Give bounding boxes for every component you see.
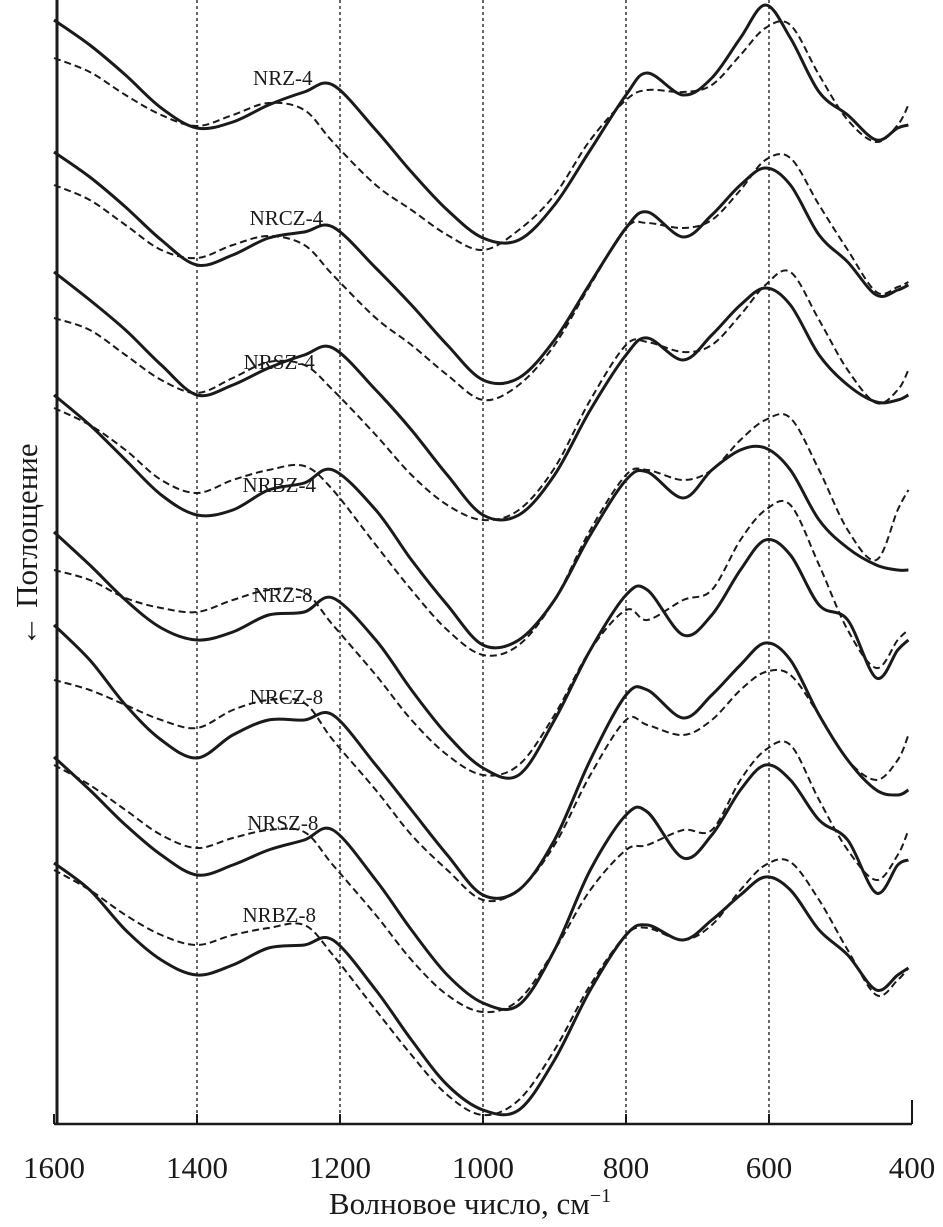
spectrum-label-nrbz-8: NRBZ-8: [242, 903, 316, 927]
dashed-spectrum-nrz-4: [53, 20, 910, 252]
dashed-spectrum-nrcz-4: [53, 152, 909, 402]
spectrum-label-nrz-4: NRZ-4: [253, 66, 313, 90]
x-tick-label: 1000: [452, 1150, 514, 1185]
dashed-spectrum-nrbz-4: [53, 407, 910, 657]
solid-spectrum-nrbz-8: [53, 861, 910, 1117]
x-tick-label: 400: [889, 1150, 936, 1185]
y-axis-arrow: ←: [9, 616, 44, 647]
solid-spectrum-nrsz-4: [53, 270, 910, 522]
x-axis-title-superscript: −1: [590, 1185, 611, 1207]
spectrum-label-nrcz-8: NRCZ-8: [250, 685, 324, 709]
dashed-spectrum-nrsz-4: [53, 269, 910, 522]
spectrum-label-nrsz-8: NRSZ-8: [247, 811, 318, 835]
spectrum-label-nrz-8: NRZ-8: [253, 583, 313, 607]
dashed-spectrum-nrz-8: [53, 500, 910, 777]
y-axis-title: ← Поглощение: [9, 443, 44, 646]
solid-spectrum-nrbz-4: [53, 393, 909, 650]
solid-spectrum-nrcz-4: [53, 150, 910, 386]
x-tick-label: 800: [603, 1150, 650, 1185]
solid-spectrum-nrz-4: [53, 3, 909, 245]
spectrum-label-nrsz-4: NRSZ-4: [244, 350, 316, 374]
spectrum-label-nrcz-4: NRCZ-4: [250, 206, 324, 230]
spectrum-label-nrbz-4: NRBZ-4: [242, 473, 316, 497]
x-tick-label: 1400: [166, 1150, 228, 1185]
spectra-curves: [52, 3, 910, 1117]
x-tick-label: 1600: [23, 1150, 85, 1185]
solid-spectrum-nrz-8: [52, 530, 910, 780]
x-tick-label: 600: [746, 1150, 793, 1185]
solid-spectrum-nrcz-8: [52, 623, 910, 900]
reference-lines: [196, 0, 770, 1124]
x-tick-label: 1200: [309, 1150, 371, 1185]
solid-spectrum-nrsz-8: [52, 755, 910, 1012]
dashed-spectrum-nrcz-8: [53, 668, 910, 903]
dashed-spectrum-nrbz-8: [53, 858, 910, 1117]
x-axis-title: Волновое число, см−1: [329, 1185, 611, 1221]
x-ticks: 1600 1400 1200 1000 800 600 400: [23, 1100, 935, 1185]
spectra-labels: NRZ-4 NRCZ-4 NRSZ-4 NRBZ-4 NRZ-8 NRCZ-8 NRSZ-8…: [242, 66, 323, 927]
